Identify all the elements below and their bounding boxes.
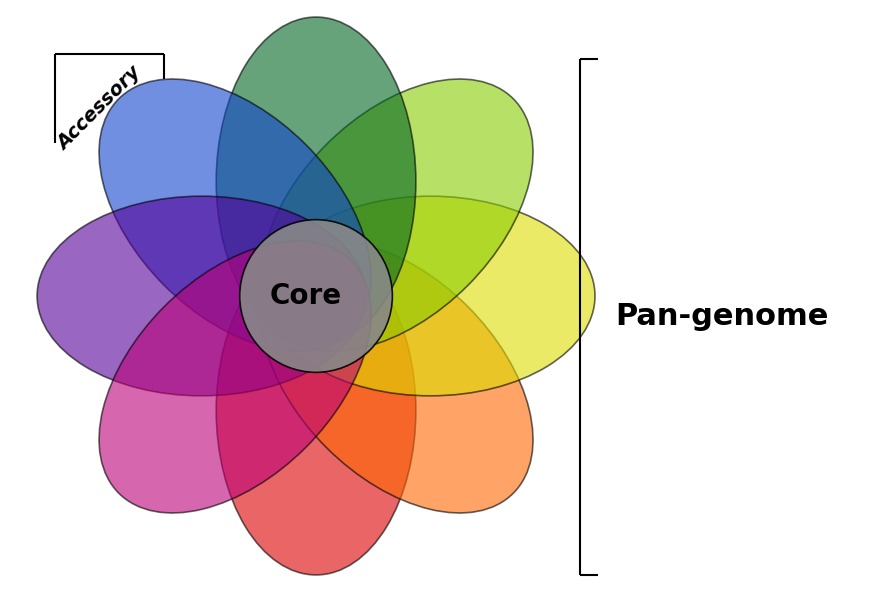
Ellipse shape xyxy=(37,196,366,396)
Ellipse shape xyxy=(99,79,371,351)
Text: Core: Core xyxy=(270,282,342,310)
Ellipse shape xyxy=(261,241,533,513)
Text: Accessory: Accessory xyxy=(54,63,145,154)
Text: Pan-genome: Pan-genome xyxy=(615,303,828,332)
Ellipse shape xyxy=(216,246,416,575)
Ellipse shape xyxy=(261,79,533,351)
Ellipse shape xyxy=(216,17,416,346)
Circle shape xyxy=(240,220,392,372)
Ellipse shape xyxy=(266,196,595,396)
Ellipse shape xyxy=(99,241,371,513)
